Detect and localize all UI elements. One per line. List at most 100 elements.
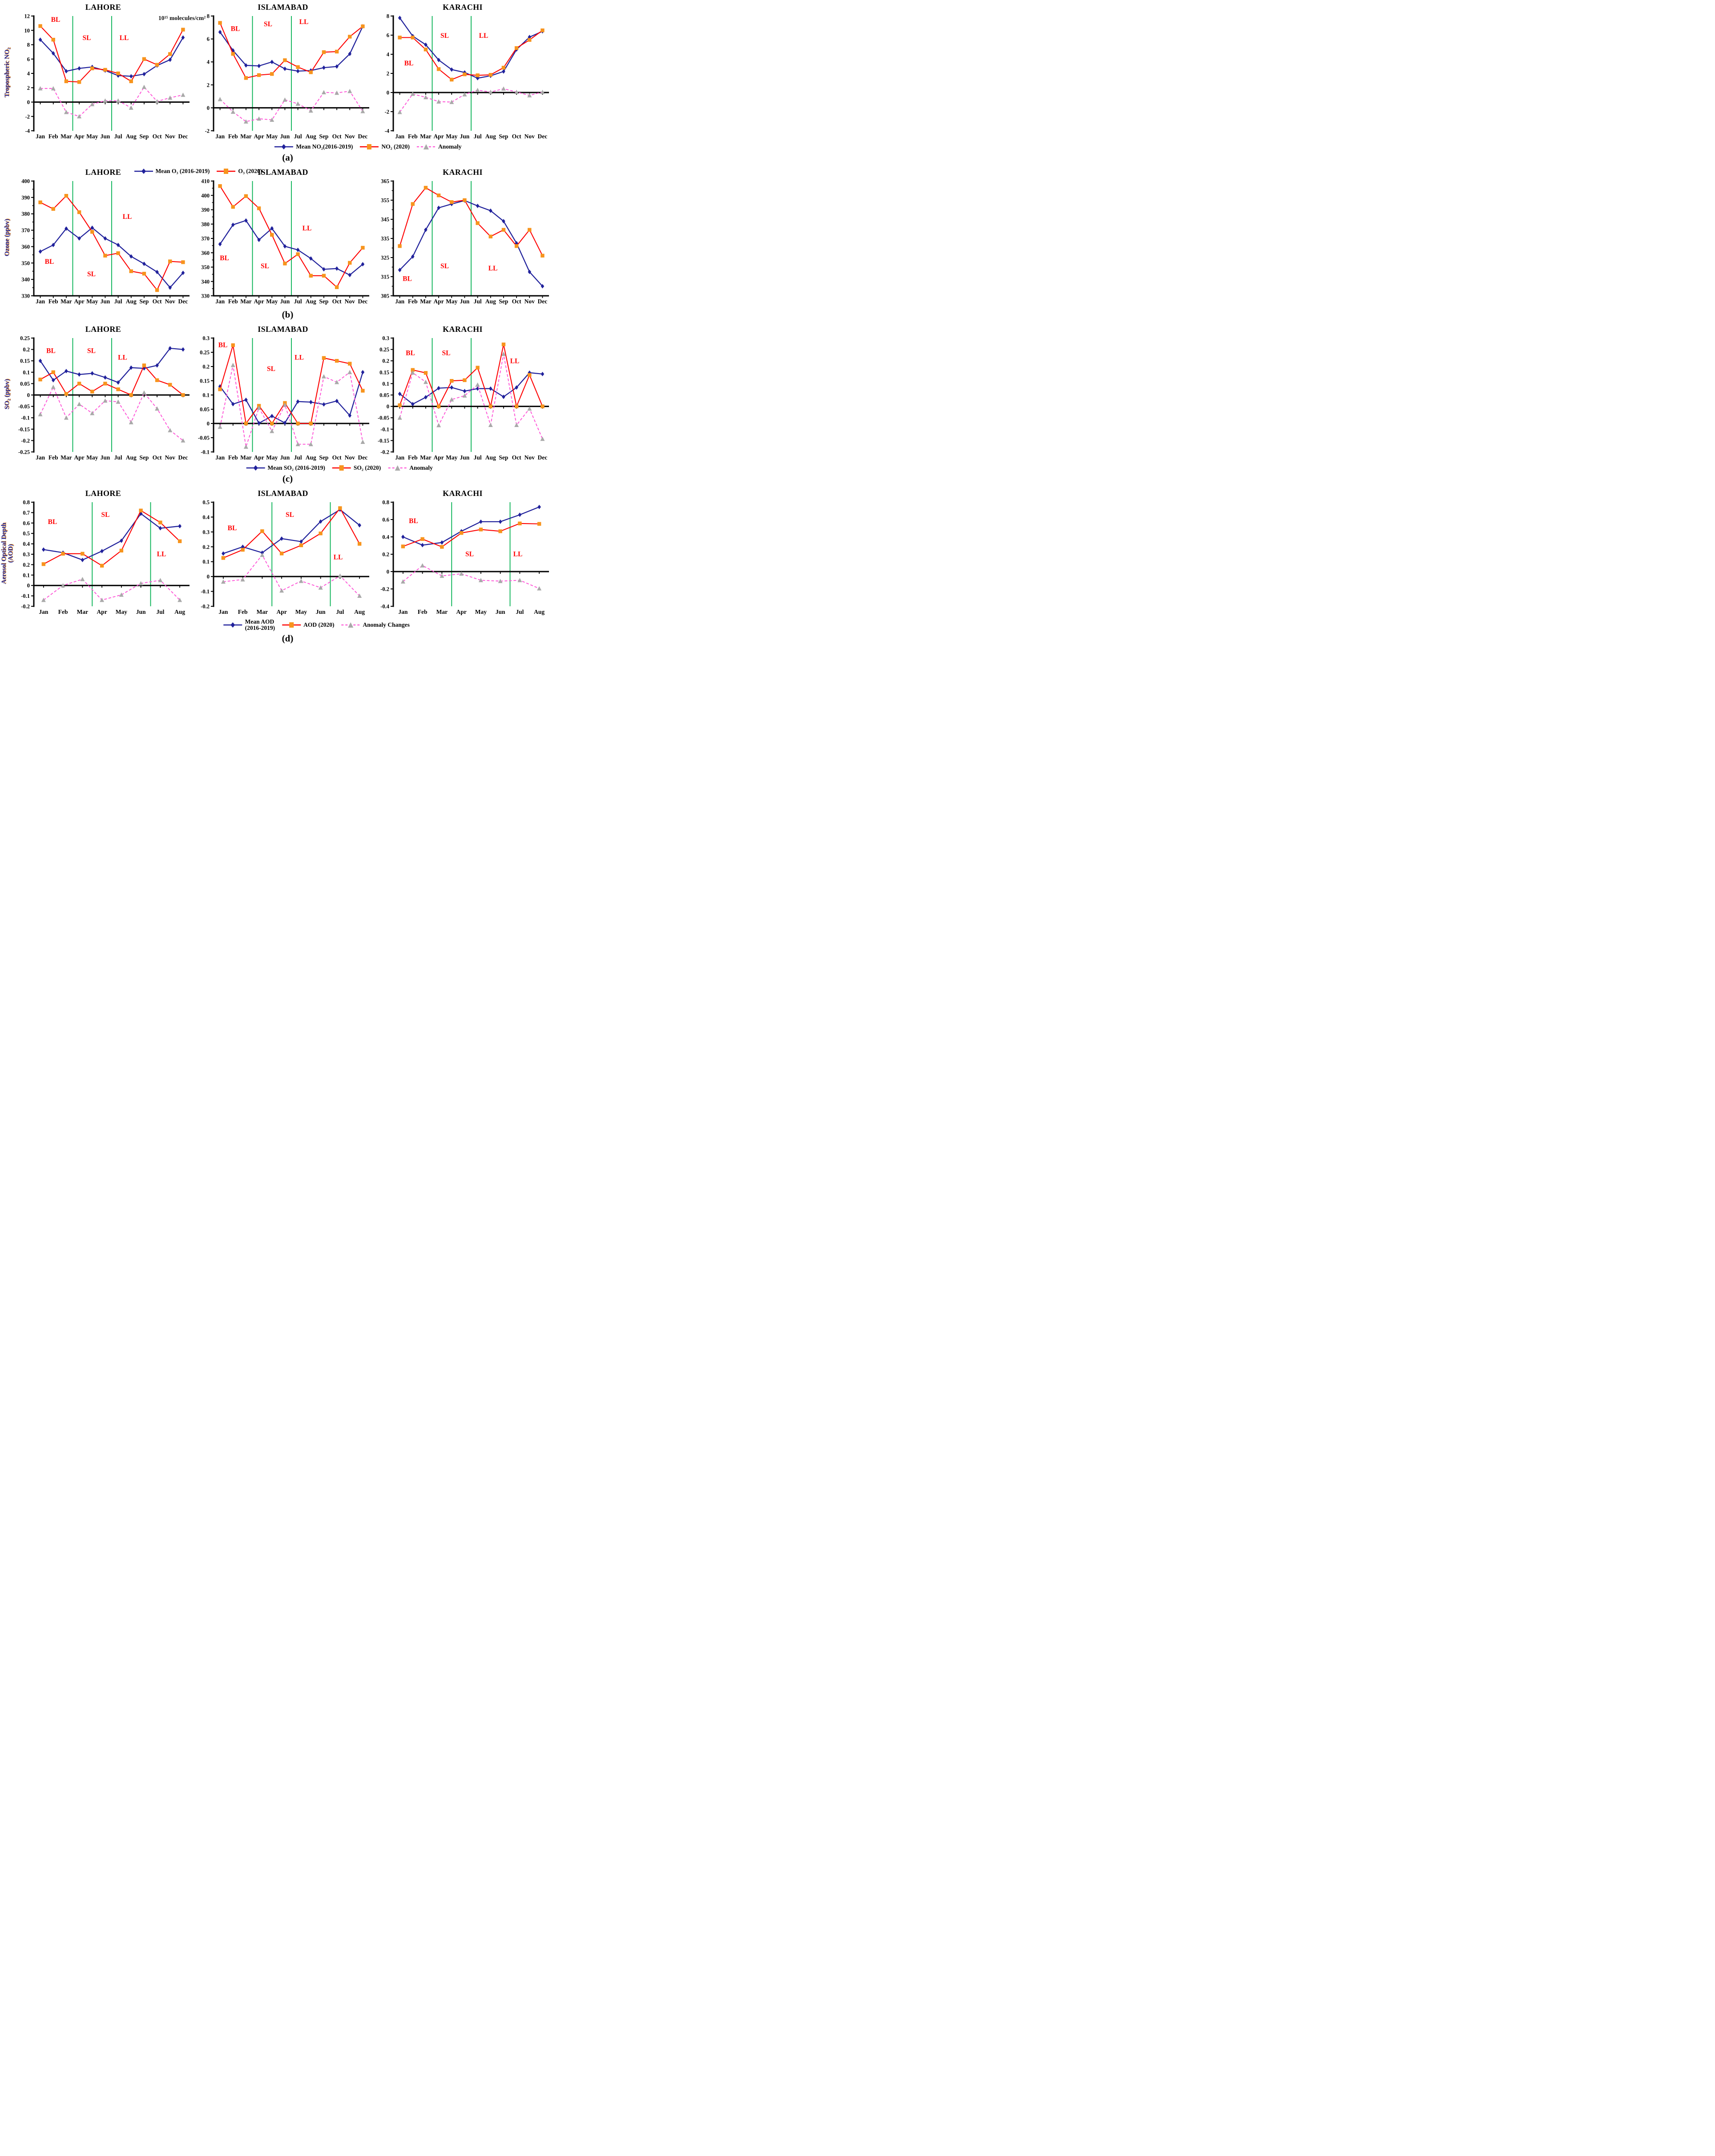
svg-text:Jul: Jul bbox=[294, 298, 302, 305]
chart-so2-karachi: -0.2 -0.15 -0.1 -0.05 0 0.05 0.1 0.15 0.2 0.25 0.3… bbox=[378, 335, 549, 461]
svg-text:-0.2: -0.2 bbox=[21, 438, 30, 444]
legend-item-anomaly: Anomaly bbox=[387, 464, 433, 471]
chart-title: KARACHI bbox=[443, 325, 483, 334]
svg-text:BL: BL bbox=[45, 258, 54, 266]
legend-label: SO₂ (2020) bbox=[353, 464, 381, 471]
svg-text:-4: -4 bbox=[25, 128, 30, 134]
svg-text:SL: SL bbox=[465, 551, 474, 558]
svg-text:0.15: 0.15 bbox=[200, 378, 210, 384]
svg-text:-0.4: -0.4 bbox=[380, 604, 390, 610]
svg-text:Oct: Oct bbox=[153, 298, 162, 305]
svg-text:0.1: 0.1 bbox=[23, 572, 30, 578]
svg-text:0.2: 0.2 bbox=[202, 544, 210, 550]
mean-line-sample-icon bbox=[134, 169, 153, 174]
svg-text:May: May bbox=[86, 298, 98, 305]
chart-cell: ISLAMABAD -2 0 2 4 6 8 Jan Feb Mar Apr May Jun Jul Au… bbox=[193, 3, 373, 142]
mean-line-sample-icon bbox=[246, 465, 265, 471]
legend-item-2020: O₃ (2020) bbox=[216, 168, 262, 175]
svg-text:12: 12 bbox=[24, 13, 30, 20]
svg-text:LL: LL bbox=[479, 32, 488, 40]
svg-text:Jun: Jun bbox=[460, 454, 470, 461]
svg-text:Jul: Jul bbox=[294, 454, 302, 461]
svg-text:Mar: Mar bbox=[61, 133, 72, 140]
panel-d: Aerosol Optical Depth (AOD) LAHORE -0.2-… bbox=[0, 489, 573, 644]
svg-text:Feb: Feb bbox=[228, 133, 238, 140]
svg-text:305: 305 bbox=[381, 293, 389, 299]
svg-text:SL: SL bbox=[440, 32, 449, 40]
svg-text:0.1: 0.1 bbox=[202, 392, 210, 399]
svg-text:0.4: 0.4 bbox=[23, 541, 30, 547]
svg-text:Nov: Nov bbox=[345, 298, 355, 305]
svg-text:Nov: Nov bbox=[525, 133, 535, 140]
svg-text:Sep: Sep bbox=[139, 298, 149, 305]
chart-title: LAHORE bbox=[85, 325, 121, 334]
svg-text:4: 4 bbox=[27, 71, 30, 77]
chart-cell: ISLAMABAD 330 340 350 360 370 380 390 400 410 Jan… bbox=[193, 168, 373, 307]
svg-text:SL: SL bbox=[267, 365, 275, 373]
legend-item-anomaly: Anomaly Changes bbox=[340, 621, 410, 629]
svg-text:Feb: Feb bbox=[228, 454, 238, 461]
svg-text:-0.15: -0.15 bbox=[378, 438, 389, 444]
svg-text:Apr: Apr bbox=[74, 298, 84, 305]
svg-text:335: 335 bbox=[381, 236, 389, 242]
svg-text:BL: BL bbox=[228, 524, 237, 532]
chart-cell: KARACHI -4 -2 0 2 4 6 8 Jan Feb Mar Apr May Jun Jul Au… bbox=[373, 3, 553, 142]
svg-text:Feb: Feb bbox=[238, 609, 248, 615]
legend-item-2020: NO₂ (2020) bbox=[359, 143, 410, 150]
svg-text:Nov: Nov bbox=[525, 298, 535, 305]
svg-text:0: 0 bbox=[207, 421, 210, 427]
svg-text:0.5: 0.5 bbox=[23, 531, 30, 537]
svg-text:400: 400 bbox=[21, 178, 30, 185]
legend-item-2020: SO₂ (2020) bbox=[331, 464, 381, 471]
svg-text:-0.1: -0.1 bbox=[201, 588, 210, 595]
legend-label: Anomaly bbox=[438, 143, 462, 150]
svg-text:Jan: Jan bbox=[398, 609, 408, 615]
legend-c: Mean SO₂ (2016-2019) SO₂ (2020) Anomaly bbox=[53, 464, 625, 471]
svg-text:Dec: Dec bbox=[358, 454, 368, 461]
svg-text:8: 8 bbox=[27, 42, 30, 48]
svg-text:Jul: Jul bbox=[156, 609, 164, 615]
svg-text:Feb: Feb bbox=[418, 609, 428, 615]
svg-text:Jan: Jan bbox=[215, 454, 225, 461]
svg-text:4: 4 bbox=[387, 52, 390, 58]
svg-text:May: May bbox=[86, 133, 98, 140]
svg-text:Apr: Apr bbox=[97, 609, 107, 615]
y2020-line-sample-icon bbox=[217, 169, 236, 174]
svg-text:Apr: Apr bbox=[254, 133, 264, 140]
svg-text:May: May bbox=[86, 454, 98, 461]
svg-text:Aug: Aug bbox=[126, 298, 137, 305]
svg-text:BL: BL bbox=[404, 60, 414, 67]
svg-text:Jul: Jul bbox=[336, 609, 344, 615]
chart-aod-karachi: -0.4 -0.2 0 0.2 0.4 0.6 0.8 Jan Feb Mar Apr May Jun J… bbox=[380, 500, 549, 615]
svg-text:Apr: Apr bbox=[433, 454, 444, 461]
svg-text:Jan: Jan bbox=[36, 133, 45, 140]
panel-b: Mean O₃ (2016-2019) O₃ (2020) Ozone (ppb… bbox=[2, 168, 573, 320]
chart-o3-islamabad: 330 340 350 360 370 380 390 400 410 Jan Feb Mar Apr M… bbox=[201, 178, 369, 305]
svg-text:0: 0 bbox=[387, 569, 389, 575]
svg-text:370: 370 bbox=[201, 236, 210, 242]
svg-text:Jan: Jan bbox=[395, 454, 405, 461]
svg-text:Aug: Aug bbox=[306, 133, 316, 140]
chart-cell: KARACHI 305 315 325 335 345 355 365 Jan Feb Mar Ap… bbox=[373, 168, 553, 307]
chart-title: KARACHI bbox=[443, 489, 483, 498]
panel-c: SO₂ (ppbv) LAHORE -0.25 -0.2 -0.15 -0.1 -0.0… bbox=[2, 325, 573, 484]
figure-page: 10¹⁵ molecules/cm² Tropospheric NO₂ LAHO… bbox=[0, 0, 573, 653]
svg-text:Dec: Dec bbox=[178, 298, 188, 305]
svg-text:Nov: Nov bbox=[165, 454, 175, 461]
anomaly-line-sample-icon bbox=[417, 144, 436, 149]
svg-text:-0.25: -0.25 bbox=[18, 449, 30, 455]
svg-text:0.1: 0.1 bbox=[23, 369, 30, 375]
svg-text:May: May bbox=[446, 133, 457, 140]
svg-text:-0.05: -0.05 bbox=[18, 403, 30, 410]
svg-text:-0.1: -0.1 bbox=[21, 593, 30, 599]
svg-text:Sep: Sep bbox=[319, 454, 328, 461]
legend-label: NO₂ (2020) bbox=[381, 143, 410, 150]
svg-text:SL: SL bbox=[87, 270, 96, 278]
chart-so2-lahore: -0.25 -0.2 -0.15 -0.1 -0.05 0 0.05 0.1 0.15 0.2 0.… bbox=[18, 335, 190, 461]
svg-text:May: May bbox=[446, 454, 457, 461]
svg-text:Nov: Nov bbox=[345, 454, 355, 461]
svg-text:Dec: Dec bbox=[538, 298, 548, 305]
svg-text:Mar: Mar bbox=[77, 609, 88, 615]
legend-label: O₃ (2020) bbox=[238, 168, 262, 174]
